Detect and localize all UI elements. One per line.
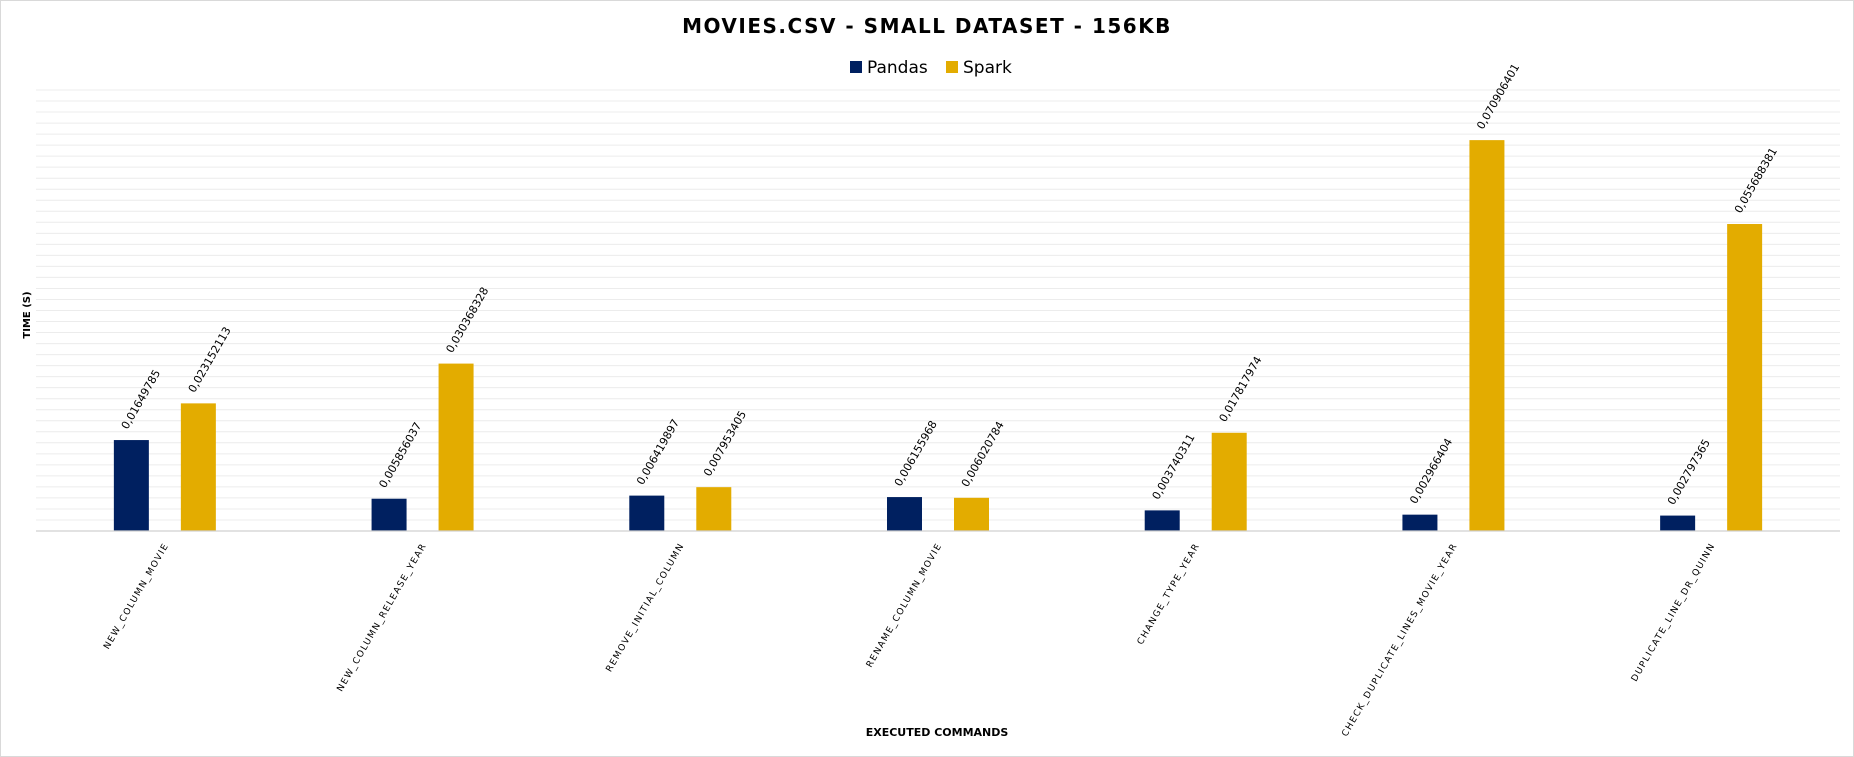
bar-spark-3 (696, 487, 732, 531)
legend-label-spark: Spark (963, 58, 1012, 78)
category-label-1: NEW_COLUMN_MOVIE (102, 542, 171, 652)
x-axis-label: EXECUTED COMMANDS (866, 726, 1009, 739)
data-label-pandas-2: 0,005856037 (376, 420, 424, 490)
data-label-spark-6: 0,070906401 (1474, 61, 1522, 131)
bar-spark-1 (180, 403, 216, 531)
bar-pandas-7 (1660, 515, 1696, 531)
legend-swatch-spark (946, 61, 958, 73)
bar-pandas-2 (371, 498, 407, 531)
gridlines (36, 89, 1840, 521)
data-label-spark-1: 0,023152113 (186, 325, 234, 395)
category-label-4: RENAME_COLUMN_MOVIE (865, 542, 945, 670)
legend-label-pandas: Pandas (867, 58, 928, 78)
y-axis-label: TIME (S) (22, 291, 33, 338)
category-label-5: CHANGE_TYPE_YEAR (1136, 542, 1203, 647)
bars (113, 140, 1763, 531)
data-label-spark-3: 0,007953405 (701, 409, 749, 479)
data-label-spark-2: 0,030368328 (443, 285, 491, 355)
data-label-pandas-6: 0,002966404 (1407, 436, 1455, 506)
category-label-6: CHECK_DUPLICATE_LINES_MOVIE_YEAR (1340, 542, 1460, 739)
bar-spark-7 (1727, 224, 1763, 531)
bar-pandas-5 (1144, 510, 1180, 531)
bar-pandas-3 (629, 495, 665, 531)
legend: Pandas Spark (850, 58, 1012, 78)
bar-spark-5 (1211, 432, 1247, 531)
bar-spark-2 (438, 363, 474, 531)
data-label-pandas-5: 0,003740311 (1150, 432, 1198, 502)
category-label-3: REMOVE_INITIAL_COLUMN (605, 542, 687, 675)
bar-pandas-6 (1402, 514, 1438, 531)
data-label-spark-5: 0,017817974 (1217, 354, 1265, 424)
category-label-7: DUPLICATE_LINE_DR_QUINN (1630, 542, 1718, 684)
bar-spark-4 (954, 497, 989, 531)
bar-pandas-4 (887, 497, 922, 531)
category-labels: NEW_COLUMN_MOVIE NEW_COLUMN_RELEASE_YEAR R… (102, 542, 1717, 739)
category-label-2: NEW_COLUMN_RELEASE_YEAR (336, 542, 430, 694)
data-label-pandas-3: 0,006419897 (634, 417, 682, 487)
data-label-pandas-7: 0,002797365 (1665, 437, 1713, 507)
bar-pandas-1 (113, 440, 149, 531)
chart-title: MOVIES.CSV - SMALL DATASET - 156KB (682, 14, 1172, 38)
data-labels: 0,016497850,0231521130,0058560370,030368… (119, 61, 1780, 507)
legend-swatch-pandas (850, 61, 862, 73)
bar-spark-6 (1469, 140, 1505, 531)
